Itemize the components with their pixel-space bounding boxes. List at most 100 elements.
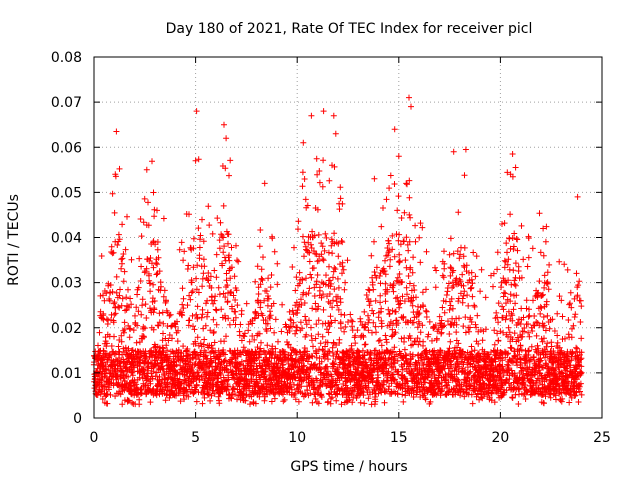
data-point	[366, 287, 373, 294]
data-point	[137, 278, 144, 284]
data-point	[125, 345, 132, 352]
data-point	[403, 180, 410, 187]
data-point	[213, 307, 220, 314]
data-point	[193, 275, 200, 282]
data-point	[234, 302, 241, 309]
data-point	[101, 297, 108, 304]
data-point	[494, 266, 501, 273]
data-point	[514, 247, 521, 254]
data-point	[141, 325, 148, 332]
data-point	[180, 343, 187, 350]
data-point	[398, 215, 405, 221]
data-point	[327, 300, 334, 307]
data-point	[554, 310, 561, 317]
y-tick-label: 0.02	[51, 321, 82, 337]
data-point	[337, 195, 344, 202]
data-point	[299, 277, 306, 283]
data-point	[339, 259, 346, 266]
data-point	[113, 376, 120, 383]
data-point	[572, 311, 579, 318]
data-point	[224, 298, 231, 305]
data-point	[257, 376, 264, 383]
data-point	[198, 314, 205, 321]
data-point	[214, 215, 221, 222]
data-point	[446, 251, 453, 258]
data-point	[263, 288, 270, 295]
data-point	[118, 338, 125, 345]
data-point	[381, 399, 388, 406]
data-point	[145, 222, 152, 229]
data-point	[160, 293, 167, 300]
data-point	[299, 183, 306, 190]
data-point	[511, 281, 518, 288]
data-point	[180, 305, 187, 312]
data-point	[136, 374, 143, 381]
data-point	[207, 397, 214, 404]
data-point	[111, 299, 118, 306]
data-point	[212, 293, 219, 300]
data-point	[220, 202, 227, 209]
data-point	[567, 289, 574, 296]
data-point	[375, 338, 382, 344]
data-point	[383, 336, 390, 343]
data-point	[181, 248, 188, 255]
data-point	[233, 242, 239, 249]
data-point	[338, 311, 345, 318]
data-point	[235, 258, 242, 265]
data-point	[218, 306, 225, 313]
data-point	[319, 333, 326, 340]
data-point	[403, 284, 410, 291]
data-point	[447, 338, 454, 345]
data-point	[301, 176, 308, 182]
data-point	[262, 368, 269, 375]
data-point	[210, 328, 217, 335]
data-point	[142, 301, 149, 308]
data-point	[115, 231, 122, 238]
data-point	[333, 342, 340, 348]
data-point	[337, 319, 344, 326]
data-point	[339, 239, 346, 246]
data-point	[220, 290, 227, 297]
data-point	[197, 340, 204, 347]
data-point	[236, 383, 243, 390]
data-point	[339, 372, 345, 379]
data-point	[392, 308, 399, 315]
data-point	[503, 240, 510, 247]
data-point	[119, 260, 125, 267]
data-point	[234, 347, 241, 354]
data-point	[206, 363, 213, 369]
data-point	[193, 398, 200, 405]
data-point	[211, 339, 218, 346]
data-point	[124, 398, 131, 405]
data-point	[311, 293, 318, 299]
data-point	[468, 284, 475, 291]
x-axis-label: GPS time / hours	[290, 459, 407, 475]
data-point	[546, 261, 553, 268]
data-point	[125, 304, 132, 311]
data-point	[161, 287, 168, 294]
data-point	[258, 266, 265, 273]
data-point	[200, 325, 207, 332]
data-point	[185, 393, 192, 400]
data-point	[275, 338, 281, 345]
data-point	[423, 248, 430, 255]
data-point	[141, 334, 147, 341]
data-point	[155, 254, 162, 261]
data-point	[328, 236, 335, 243]
data-point	[565, 317, 572, 323]
data-point	[180, 257, 187, 264]
data-point	[559, 313, 566, 320]
data-point	[320, 291, 327, 298]
data-point	[315, 400, 322, 407]
data-point	[271, 329, 278, 336]
data-point	[162, 375, 169, 382]
data-point	[329, 394, 336, 401]
data-point	[423, 286, 429, 293]
data-point	[270, 300, 277, 307]
data-point	[525, 321, 531, 327]
data-point	[216, 397, 222, 404]
data-point	[254, 368, 261, 375]
data-point	[115, 303, 122, 310]
data-point	[490, 283, 496, 290]
data-point	[293, 274, 300, 281]
